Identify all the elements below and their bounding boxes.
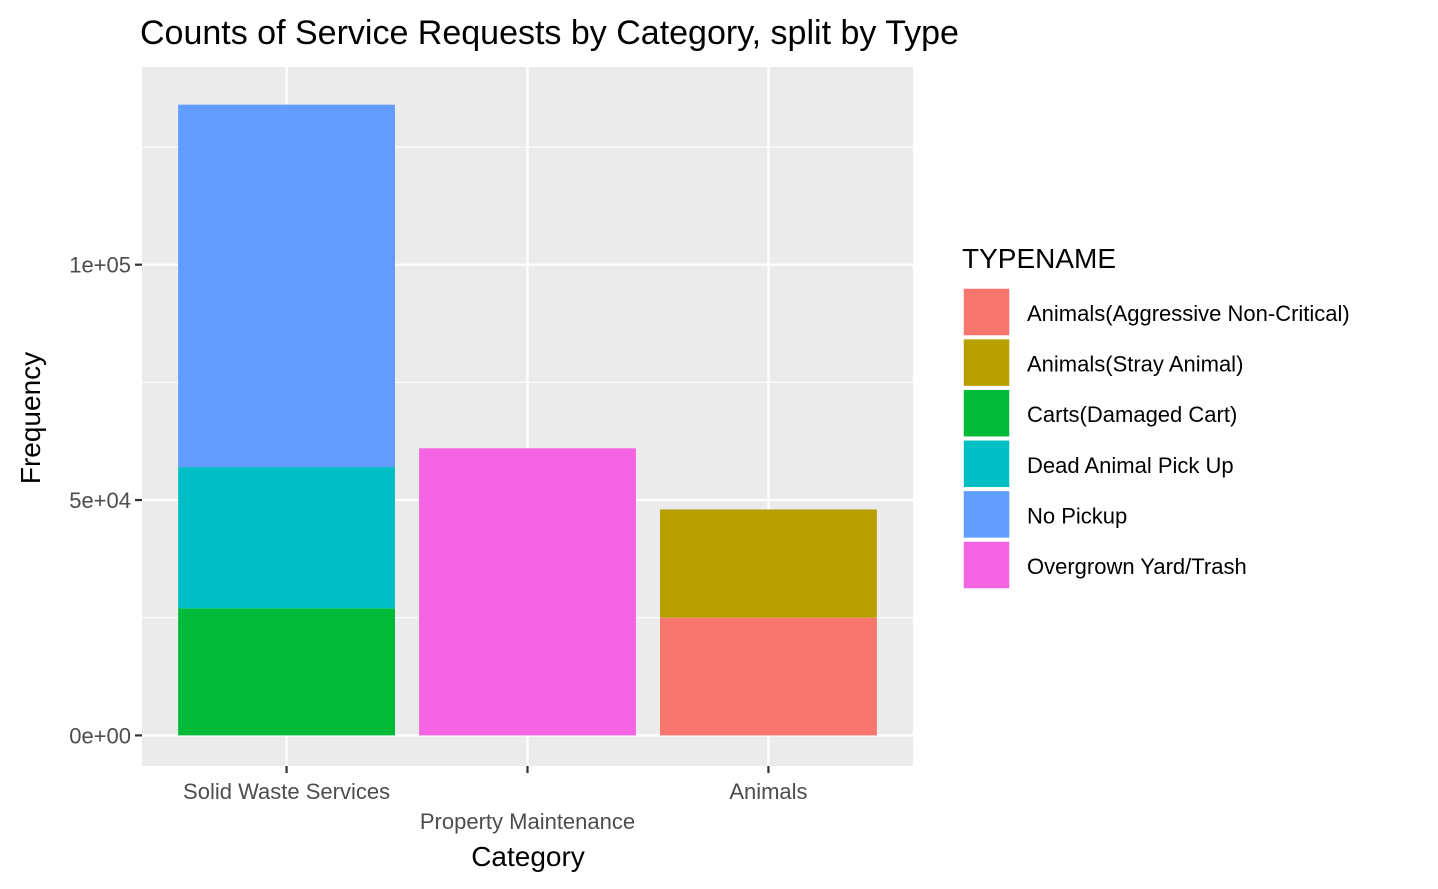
- bar-segment: [660, 617, 877, 736]
- axes: 0e+00 5e+04 1e+05 Solid Waste Services Prope…: [69, 253, 807, 834]
- legend-label: Animals(Aggressive Non-Critical): [1027, 301, 1350, 326]
- x-axis-title: Category: [471, 841, 585, 872]
- x-tick-label: Solid Waste Services: [183, 779, 390, 804]
- legend-key: [962, 439, 1011, 489]
- bar-segment: [178, 467, 395, 609]
- bar-segment: [419, 448, 636, 736]
- legend-label: Dead Animal Pick Up: [1027, 453, 1234, 478]
- chart-title: Counts of Service Requests by Category, …: [140, 14, 959, 52]
- legend-label: No Pickup: [1027, 503, 1127, 528]
- legend-key: [962, 540, 1011, 590]
- x-tick-label: Animals: [729, 779, 807, 804]
- bar-segment: [660, 509, 877, 618]
- legend-label: Animals(Stray Animal): [1027, 352, 1243, 377]
- legend-key: [962, 287, 1011, 337]
- legend: TYPENAME Animals(Aggressive Non-Critical…: [962, 243, 1350, 590]
- legend-label: Overgrown Yard/Trash: [1027, 554, 1247, 579]
- y-axis-title: Frequency: [15, 352, 46, 484]
- y-tick-label: 0e+00: [69, 723, 131, 748]
- y-tick-label: 5e+04: [69, 488, 131, 513]
- legend-key: [962, 388, 1011, 438]
- bar-segment: [178, 104, 395, 468]
- y-tick-label: 1e+05: [69, 253, 131, 278]
- bar-segment: [178, 608, 395, 736]
- bars: [178, 104, 877, 736]
- legend-key: [962, 337, 1011, 388]
- legend-title: TYPENAME: [962, 243, 1116, 274]
- legend-label: Carts(Damaged Cart): [1027, 402, 1237, 427]
- legend-key: [962, 489, 1011, 540]
- x-tick-label: Property Maintenance: [420, 809, 635, 834]
